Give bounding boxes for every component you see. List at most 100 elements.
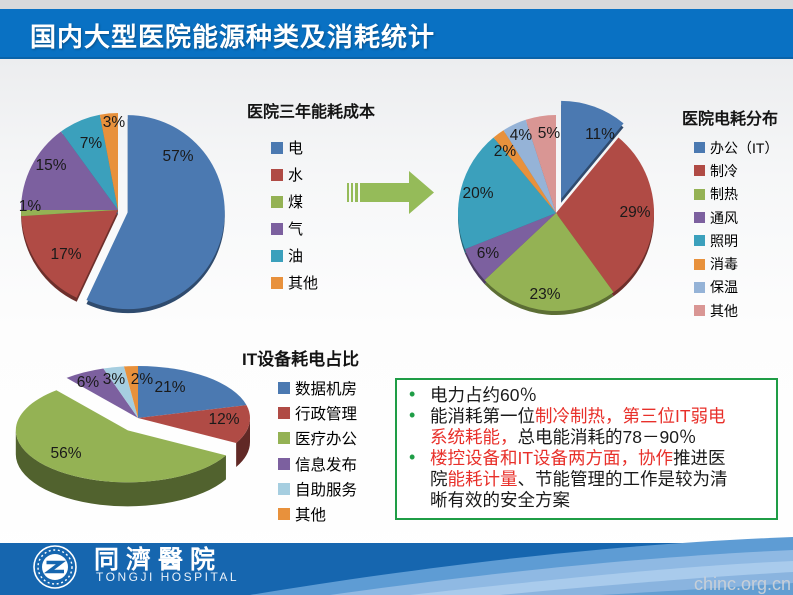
- pie-slice-数据机房: [138, 366, 247, 418]
- pie-data-label: 17%: [50, 246, 82, 263]
- legend-item: 行政管理: [278, 400, 357, 425]
- summary-text-segment: 晰有效的安全方案: [430, 490, 570, 510]
- pie-slice-制冷: [556, 137, 654, 293]
- legend-label: 保温: [710, 279, 738, 296]
- legend-item: 水: [271, 161, 318, 188]
- summary-bullet: • 能消耗第一位制冷制热，第三位IT弱电 系统耗能，总电能消耗的78－90％: [397, 405, 776, 448]
- bullet-dot-icon: •: [409, 447, 416, 467]
- pie-data-label: 21%: [154, 379, 186, 396]
- pie-slice-消毒: [493, 130, 556, 213]
- summary-bullet: • 楼控设备和IT设备两方面，协作推进医院能耗计量、节能管理的工作是较为清 晰有效的…: [397, 447, 776, 511]
- legend-item: 自助服务: [278, 476, 357, 501]
- chart-title-electricity-distribution: 医院电耗分布: [681, 111, 778, 128]
- legend-swatch: [694, 212, 705, 224]
- summary-text-segment: 制冷制热，第三位IT弱电: [535, 406, 726, 426]
- legend-swatch: [694, 305, 705, 317]
- summary-text-segment: 、节能管理的工作是较为清: [517, 469, 728, 489]
- legend-swatch: [278, 381, 290, 394]
- pie-slice-行政管理: [138, 405, 250, 444]
- legend-swatch: [278, 457, 290, 470]
- pie-data-label: 4%: [509, 127, 533, 144]
- legend-label: 照明: [710, 232, 738, 249]
- legend-swatch: [278, 406, 290, 419]
- legend-item: 消毒: [694, 252, 778, 275]
- bullet-dot-icon: •: [409, 405, 416, 425]
- legend-label: 医疗办公: [295, 431, 358, 449]
- legend-item: 煤: [271, 188, 318, 215]
- legend-label: 消毒: [710, 256, 738, 273]
- legend-label: 其他: [288, 275, 319, 292]
- flow-arrow-icon: [347, 171, 434, 214]
- legend-item: 制热: [694, 183, 778, 206]
- legend-label: 数据机房: [295, 380, 358, 398]
- summary-text-segment: 系统耗能，: [430, 427, 518, 447]
- legend-label: 气: [288, 221, 304, 238]
- pie-data-label: 5%: [537, 125, 561, 142]
- legend-swatch: [271, 222, 283, 235]
- pie-data-label: 56%: [50, 445, 82, 462]
- title-bar: 国内大型医院能源种类及消耗统计: [0, 9, 793, 59]
- slide-title: 国内大型医院能源种类及消耗统计: [30, 22, 436, 52]
- pie-slice-信息发布: [66, 368, 138, 418]
- legend-chart-2: 数据机房行政管理医疗办公信息发布自助服务其他: [278, 375, 357, 527]
- legend-swatch: [694, 142, 705, 154]
- legend-item: 气: [271, 215, 318, 242]
- legend-swatch: [271, 249, 283, 262]
- summary-text-segment: 院: [430, 469, 448, 489]
- pie-slice-电: [86, 115, 225, 310]
- legend-label: 信息发布: [295, 456, 358, 474]
- legend-swatch: [271, 168, 283, 181]
- legend-item: 其他: [271, 269, 318, 296]
- legend-item: 电: [271, 134, 318, 161]
- footer-stripes: [0, 537, 793, 595]
- pie-data-label: 12%: [208, 411, 240, 428]
- chart-title-it-equipment: IT设备耗电占比: [242, 350, 360, 369]
- legend-swatch: [278, 482, 290, 495]
- legend-label: 通风: [710, 209, 738, 226]
- chart-title-energy-cost: 医院三年能耗成本: [246, 104, 375, 121]
- legend-swatch: [271, 141, 283, 154]
- pie-slice-通风: [464, 213, 556, 281]
- legend-chart-1: 办公（IT） 制冷 制热 通风 照明 消毒 保温 其他: [694, 136, 778, 322]
- legend-item: 保温: [694, 276, 778, 299]
- pie-data-label: 6%: [476, 245, 500, 262]
- pie-data-label: 6%: [76, 374, 100, 391]
- pie-data-label: 29%: [619, 204, 651, 221]
- legend-chart-0: 电水煤气油其他: [271, 134, 318, 296]
- legend-swatch: [271, 195, 283, 208]
- summary-text-segment: 楼控设备和IT设备两方面，协作: [430, 448, 674, 468]
- pie-data-label: 2%: [130, 371, 154, 388]
- legend-item: 油: [271, 242, 318, 269]
- pie-data-label: 1%: [18, 198, 42, 215]
- legend-label: 煤: [288, 194, 304, 211]
- pie-slice-保温: [503, 119, 556, 213]
- top-strip: [0, 0, 793, 9]
- legend-label: 行政管理: [295, 405, 358, 423]
- legend-label: 其他: [295, 507, 327, 525]
- pie-slice-气: [21, 131, 118, 210]
- hospital-logo-cn: 同濟醫院: [94, 545, 223, 574]
- legend-swatch: [694, 258, 705, 270]
- pie-slice-制热: [484, 213, 614, 311]
- watermark: chinc.org.cn: [693, 574, 791, 594]
- hospital-logo-seal: [33, 545, 77, 589]
- summary-text-segment: 能耗计量: [447, 469, 518, 489]
- pie-data-label: 3%: [102, 371, 126, 388]
- legend-item: 通风: [694, 206, 778, 229]
- pie-data-label: 11%: [585, 126, 615, 143]
- legend-swatch: [694, 281, 705, 293]
- pie-slice-其他: [525, 115, 556, 213]
- legend-swatch: [278, 508, 290, 521]
- legend-label: 制热: [710, 186, 738, 203]
- legend-swatch: [694, 235, 705, 247]
- summary-text-segment: 电力占约60％: [430, 385, 537, 405]
- legend-label: 自助服务: [295, 481, 358, 499]
- pie-data-label: 23%: [529, 286, 561, 303]
- pie-slice-wall: [236, 418, 250, 468]
- summary-text-segment: 推进医: [673, 448, 726, 468]
- legend-label: 油: [288, 248, 304, 265]
- legend-item: 办公（IT）: [694, 136, 778, 159]
- legend-swatch: [271, 276, 283, 289]
